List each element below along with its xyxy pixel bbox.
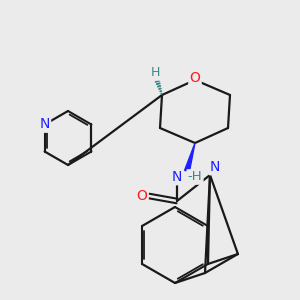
Text: O: O (136, 189, 147, 203)
Polygon shape (184, 143, 195, 172)
Text: N: N (172, 170, 182, 184)
Text: H: H (150, 67, 160, 80)
Text: N: N (210, 160, 220, 174)
Text: -H: -H (188, 170, 202, 184)
Text: N: N (39, 118, 50, 131)
Text: O: O (190, 71, 200, 85)
